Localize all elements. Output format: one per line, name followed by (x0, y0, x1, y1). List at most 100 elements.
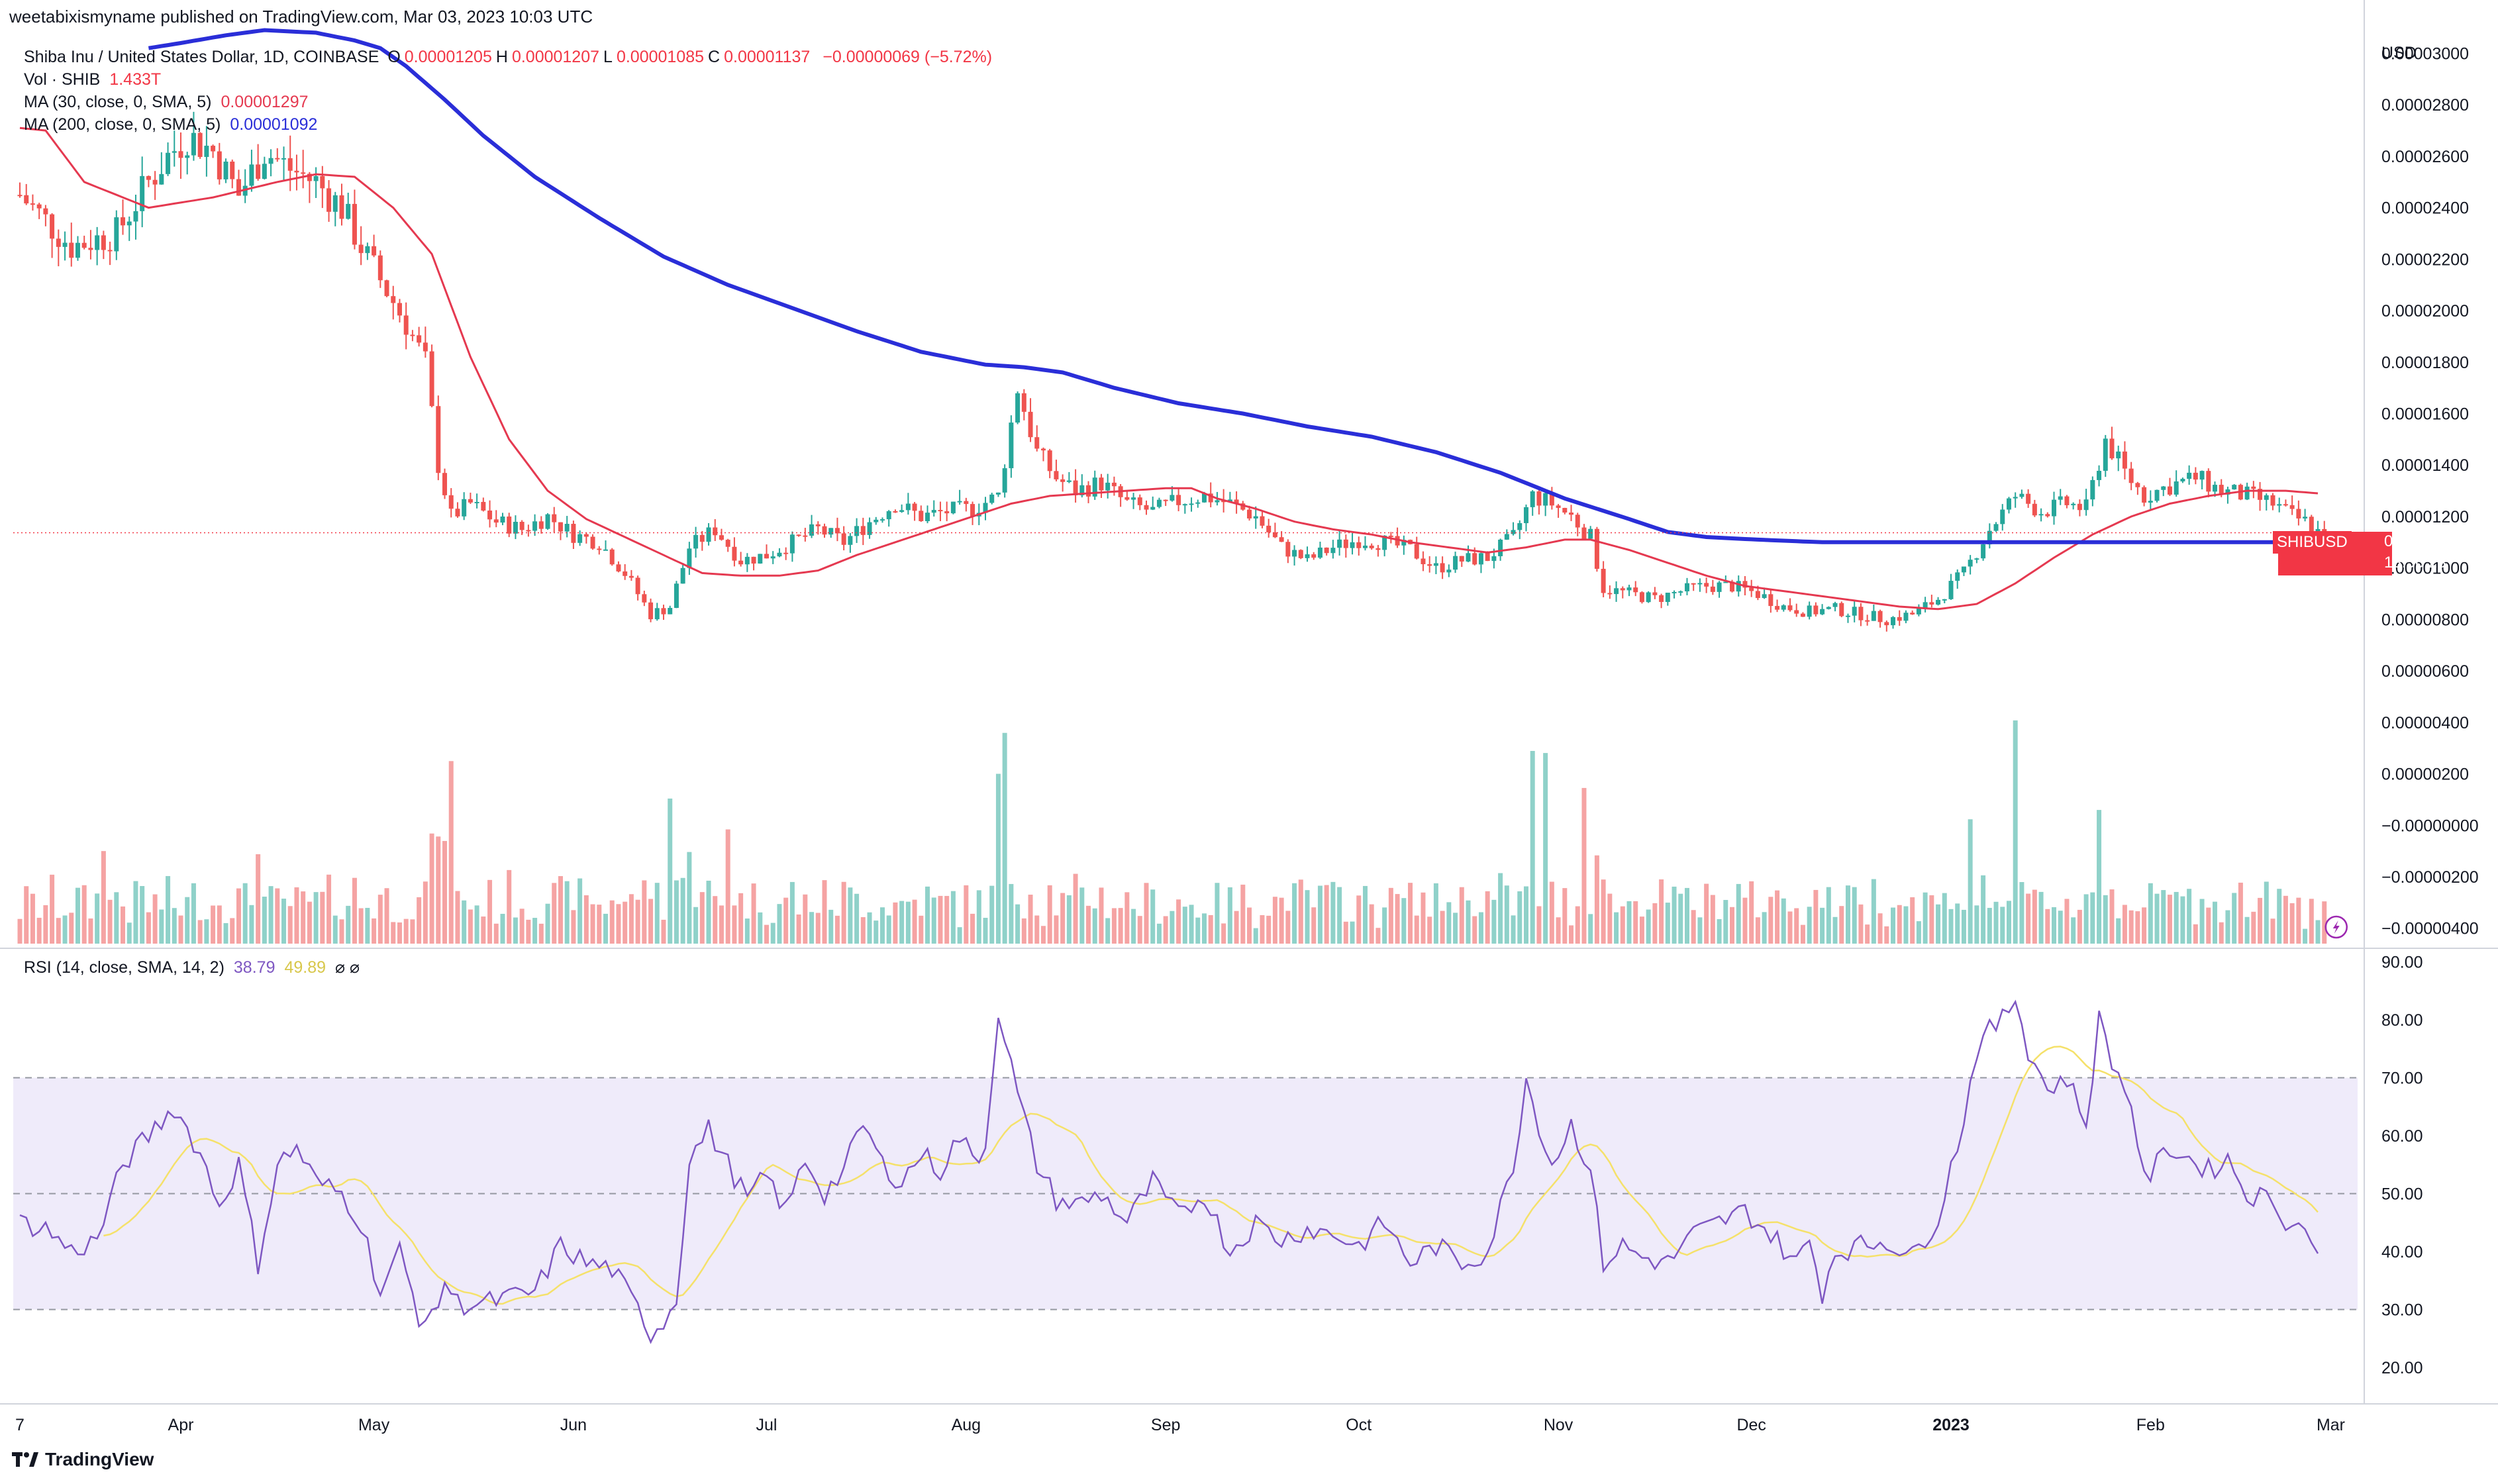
candle-body (1124, 497, 1130, 500)
candle-body (166, 152, 171, 174)
volume-bar (1652, 903, 1658, 944)
volume-bar (191, 883, 196, 944)
volume-bar (1504, 885, 1509, 944)
volume-bar (1832, 916, 1838, 944)
candle-body (1723, 581, 1728, 583)
volume-bar (1034, 915, 1040, 944)
candle-body (1530, 491, 1535, 507)
candle-body (1060, 479, 1066, 482)
ma200-label: MA (200, close, 0, SMA, 5) (24, 115, 221, 134)
volume-bar (121, 906, 126, 944)
volume-bar (874, 920, 879, 944)
volume-bar (1845, 885, 1850, 944)
candle-body (1730, 581, 1735, 592)
volume-bar (764, 924, 770, 944)
candle-body (2258, 489, 2263, 500)
candle-body (1305, 554, 1310, 558)
ma30-legend[interactable]: MA (30, close, 0, SMA, 5) 0.00001297 (24, 93, 313, 112)
volume-bar (1227, 887, 1232, 944)
candle-body (1594, 528, 1599, 569)
volume-bar (1511, 915, 1516, 944)
price-tag-price: 0.00001137 (2384, 532, 2468, 550)
volume-bar (616, 904, 621, 944)
volume-bar (674, 880, 679, 944)
price-tick-label: 0.00002200 (2381, 250, 2469, 269)
candle-body (2148, 501, 2153, 503)
volume-bar (69, 913, 74, 944)
volume-bar (1453, 913, 1458, 944)
candle-body (1858, 607, 1864, 620)
candle-body (628, 575, 634, 578)
ma200-legend[interactable]: MA (200, close, 0, SMA, 5) 0.00001092 (24, 115, 321, 134)
candle-body (436, 406, 441, 473)
candle-body (2173, 481, 2179, 495)
volume-bar (1144, 883, 1149, 944)
volume-value: 1.433T (109, 70, 162, 89)
volume-bar (114, 892, 119, 944)
candle-body (1472, 553, 1477, 565)
candle-body (1942, 599, 1947, 601)
volume-bar (558, 876, 563, 944)
candle-body (2000, 509, 2005, 524)
candle-body (2303, 517, 2308, 519)
volume-bar (2238, 882, 2243, 944)
volume-bar (1195, 917, 1201, 944)
candle-body (552, 514, 557, 522)
volume-bar (1433, 883, 1438, 944)
volume-bar (2026, 893, 2031, 944)
candle-body (69, 242, 74, 258)
rsi-extra: ⌀ ⌀ (335, 958, 360, 977)
lightning-glyph (2332, 920, 2340, 934)
volume-bar (410, 919, 415, 944)
volume-bar (1414, 915, 1419, 944)
candle-body (2038, 514, 2044, 516)
volume-bar (2071, 917, 2076, 944)
price-tick-label: 0.00002400 (2381, 199, 2469, 218)
rsi-legend[interactable]: RSI (14, close, SMA, 14, 2) 38.79 49.89 ⌀ ⌀ (24, 958, 364, 977)
volume-bar (2006, 901, 2011, 944)
symbol-legend[interactable]: Shiba Inu / United States Dollar, 1D, CO… (24, 48, 996, 67)
candle-body (1981, 544, 1986, 559)
candle-body (410, 334, 415, 336)
volume-bar (1581, 787, 1587, 944)
candle-body (654, 608, 660, 620)
candle-body (474, 501, 479, 503)
candle-body (256, 164, 261, 179)
volume-bar (1736, 883, 1741, 944)
candle-body (687, 548, 692, 568)
rsi-tick-label: 80.00 (2381, 1011, 2423, 1030)
candle-body (905, 503, 911, 511)
candle-body (744, 556, 750, 565)
candle-body (1009, 422, 1014, 469)
candle-body (2052, 499, 2057, 517)
tradingview-logo[interactable]: TradingView (12, 1449, 154, 1470)
candle-body (1961, 566, 1966, 573)
price-tick-label: 0.00001400 (2381, 456, 2469, 475)
candle-body (487, 511, 493, 520)
candle-body (648, 602, 654, 620)
candle-body (146, 175, 151, 180)
candle-body (95, 235, 100, 250)
volume-bar (957, 927, 962, 944)
grid (0, 0, 2498, 1405)
volume-legend[interactable]: Vol · SHIB 1.433T (24, 70, 165, 89)
volume-bar (1594, 855, 1599, 944)
volume-bar (1556, 917, 1561, 944)
candle-body (1504, 534, 1509, 540)
volume-bar (301, 891, 306, 944)
candle-body (1987, 530, 1992, 545)
rsi-sma-value: 49.89 (284, 958, 326, 977)
candle-body (1832, 603, 1838, 607)
candle-body (2289, 505, 2295, 509)
volume-bar (1865, 924, 1870, 944)
candle-body (1955, 572, 1960, 581)
candle-body (2309, 517, 2314, 533)
volume-bar (358, 908, 364, 944)
candle-body (2199, 471, 2205, 480)
time-tick-label: Jul (756, 1416, 777, 1434)
volume-bar (706, 880, 711, 944)
volume-bar (983, 917, 988, 944)
volume-bar (1170, 911, 1175, 944)
